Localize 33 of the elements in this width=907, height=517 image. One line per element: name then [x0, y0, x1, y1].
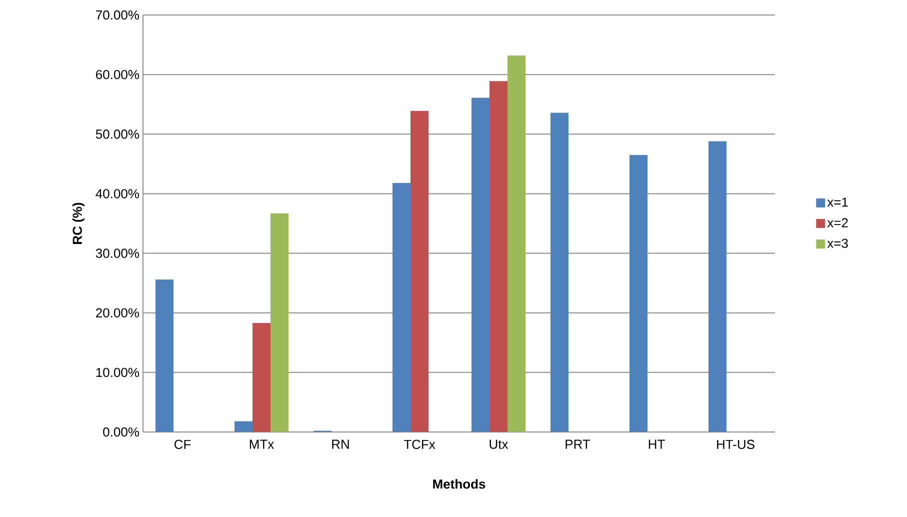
x-tick-label: PRT — [566, 440, 590, 449]
bar — [490, 81, 508, 432]
y-tick-label: 40.00% — [96, 189, 140, 198]
bar — [270, 213, 288, 432]
legend-label: x=2 — [827, 218, 848, 228]
bar — [252, 322, 271, 432]
bar — [708, 141, 727, 432]
x-tick-label: CF — [174, 440, 191, 450]
legend-label: x=1 — [827, 198, 848, 207]
x-tick-label: MTx — [250, 440, 274, 449]
x-axis-title: Methods — [433, 479, 486, 489]
legend-label: x=3 — [827, 238, 848, 248]
y-tick-label: 50.00% — [96, 130, 140, 139]
bar — [630, 154, 648, 432]
x-tick-label: TCFx — [404, 440, 436, 450]
bar — [508, 56, 526, 432]
y-axis-title: RC (%) — [72, 202, 85, 244]
y-tick-label: 20.00% — [96, 308, 140, 318]
bar — [472, 98, 490, 432]
x-tick-label: HT-US — [717, 440, 754, 450]
x-tick-label: HT — [648, 440, 665, 449]
x-tick-label: Utx — [490, 440, 508, 449]
bar — [392, 182, 411, 432]
bar — [234, 421, 253, 432]
y-tick-label: 30.00% — [96, 248, 140, 258]
y-tick-label: 0.00% — [103, 427, 140, 437]
bar — [156, 279, 174, 432]
y-tick-label: 60.00% — [96, 70, 140, 80]
y-tick-label: 10.00% — [96, 368, 140, 378]
y-tick-label: 70.00% — [96, 10, 140, 20]
x-tick-label: RN — [332, 440, 349, 449]
bar — [410, 110, 429, 432]
bar — [550, 112, 569, 432]
